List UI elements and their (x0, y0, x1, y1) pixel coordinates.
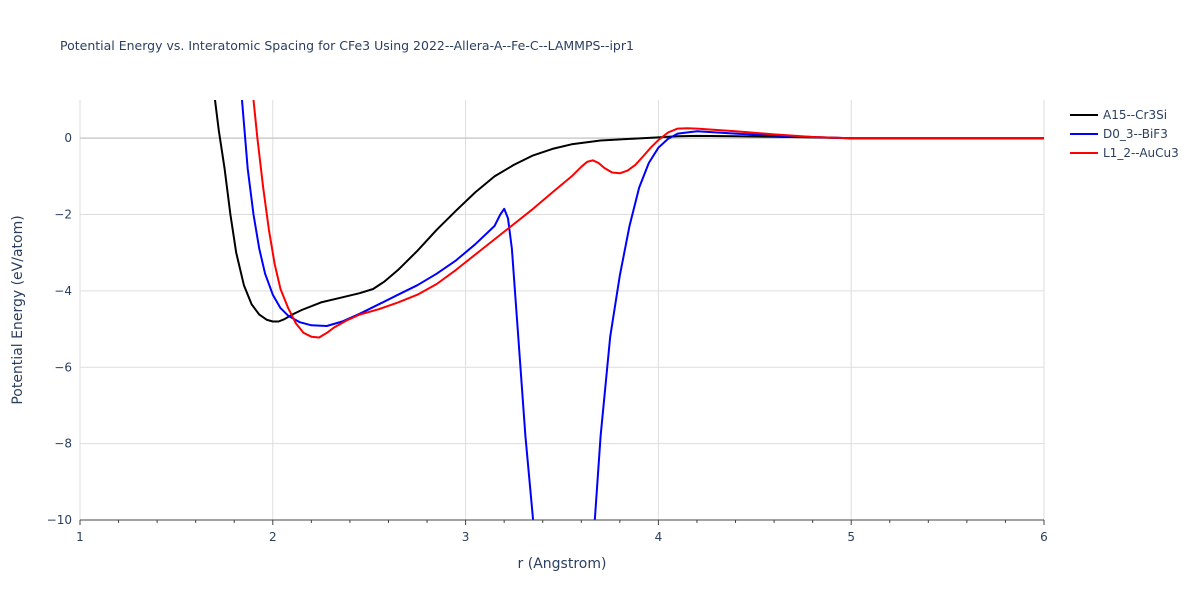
series-lines (214, 100, 1044, 520)
y-tick-labels: 0 −2 −4 −6 −8 −10 (47, 131, 72, 527)
x-tick-label: 3 (462, 530, 470, 544)
chart-title: Potential Energy vs. Interatomic Spacing… (60, 38, 634, 53)
y-tick-label: −10 (47, 513, 72, 527)
y-tick-label: −2 (54, 208, 72, 222)
x-tick-label: 4 (655, 530, 663, 544)
legend-label: L1_2--AuCu3 (1103, 146, 1179, 160)
legend: A15--Cr3Si D0_3--BiF3 L1_2--AuCu3 (1070, 108, 1179, 160)
legend-label: A15--Cr3Si (1103, 108, 1167, 122)
grid-lines (79, 100, 1045, 520)
y-tick-label: −6 (54, 360, 72, 374)
x-tick-label: 6 (1040, 530, 1048, 544)
series-line (214, 100, 1044, 323)
x-tick-labels: 1 2 3 4 5 6 (76, 530, 1048, 544)
y-axis-title: Potential Energy (eV/atom) (10, 215, 26, 404)
x-tick-label: 5 (847, 530, 855, 544)
x-tick-label: 2 (269, 530, 277, 544)
y-tick-label: −8 (54, 437, 72, 451)
y-tick-label: −4 (54, 284, 72, 298)
y-tick-label: 0 (64, 131, 72, 145)
series-line (241, 100, 1044, 520)
x-tick-label: 1 (76, 530, 84, 544)
x-axis-title: r (Angstrom) (518, 556, 607, 572)
x-minor-ticks (79, 520, 1045, 525)
legend-label: D0_3--BiF3 (1103, 127, 1168, 141)
series-line (252, 100, 1044, 339)
